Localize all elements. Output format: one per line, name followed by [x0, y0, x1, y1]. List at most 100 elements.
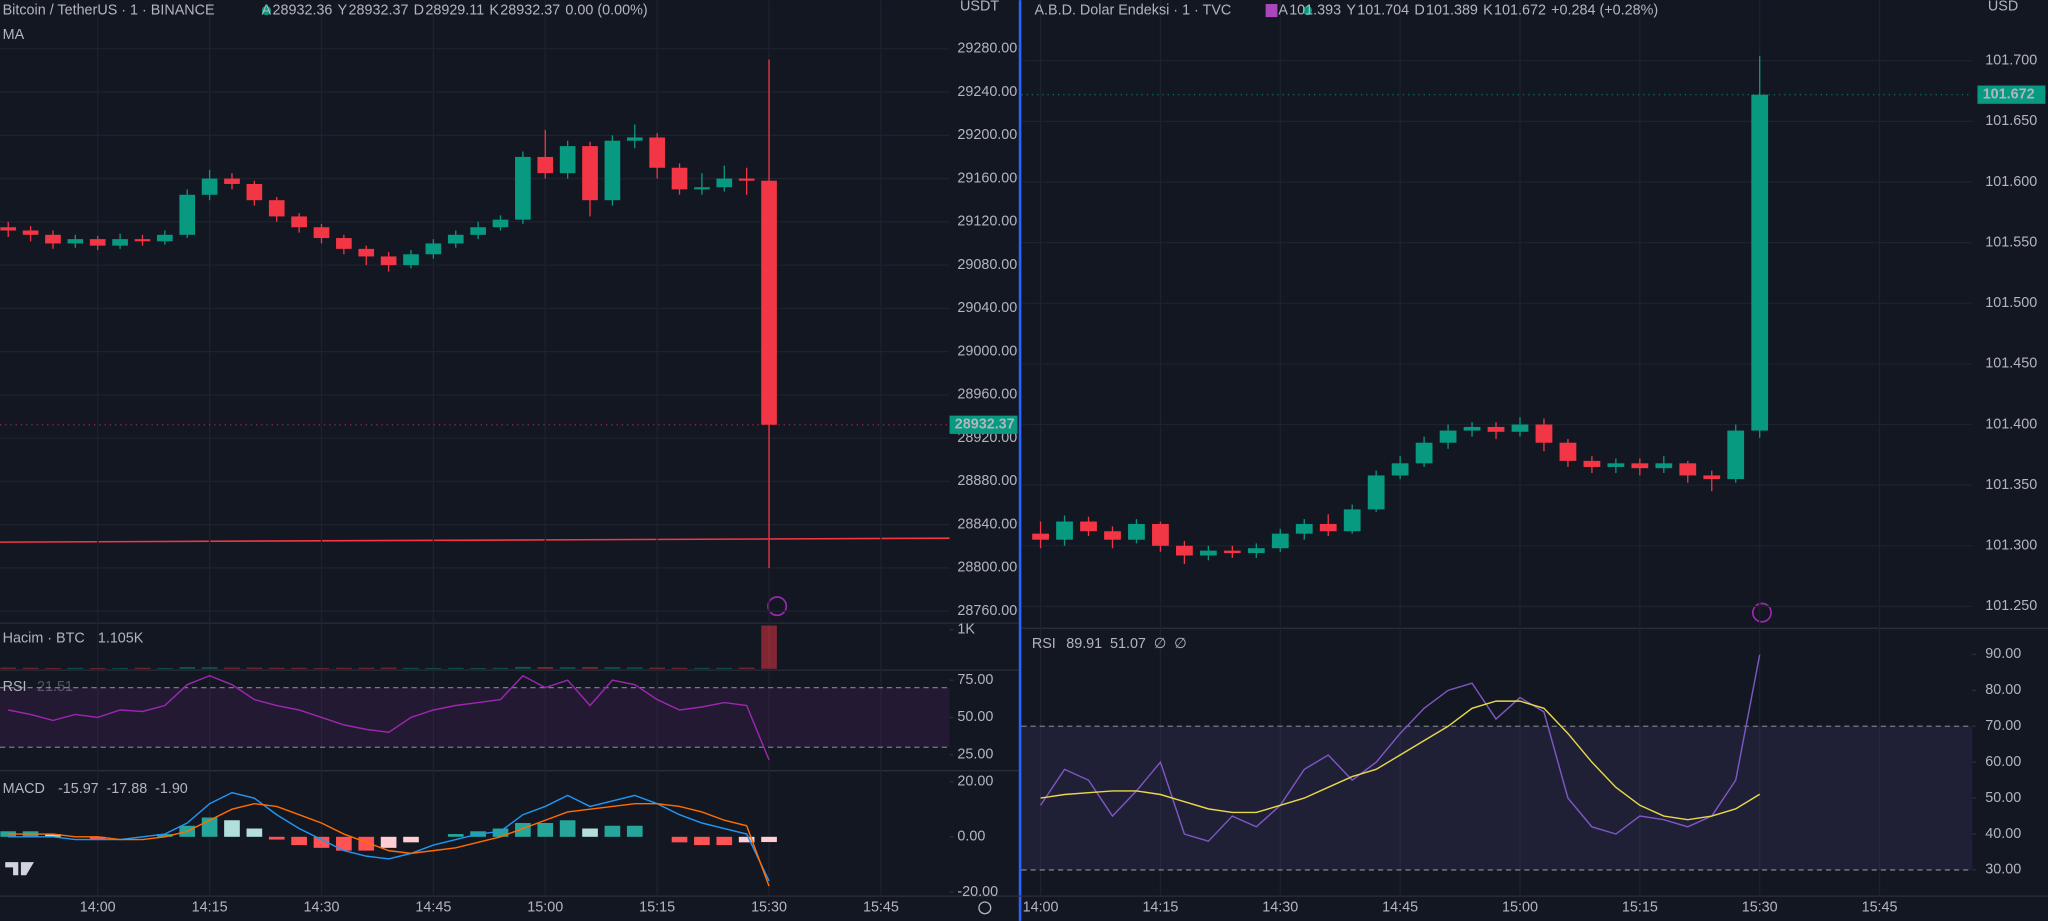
last-price-badge [1977, 85, 2046, 104]
candle-body [1727, 430, 1745, 480]
y-tick-label: 28760.00 [957, 603, 1017, 619]
volume-bar [224, 667, 240, 669]
candle-body [1295, 523, 1313, 534]
candle-body [291, 216, 307, 228]
y-tick-label: 101.550 [1985, 234, 2037, 250]
histogram-bar [246, 828, 263, 837]
candle-body [224, 178, 240, 184]
volume-bar [112, 668, 128, 669]
histogram-bar [492, 828, 509, 837]
macd-line [8, 791, 770, 882]
y-tick-label: 28920.00 [957, 430, 1017, 446]
histogram-bar [291, 836, 307, 846]
candle-body [246, 183, 263, 201]
histogram-bar [761, 836, 777, 843]
rsi-line [1040, 700, 1761, 821]
histogram-bar [671, 836, 688, 843]
candle-body [1199, 550, 1217, 556]
candle-body [134, 239, 151, 242]
volume-bar [403, 667, 419, 669]
y-tick-label: 1K [957, 621, 975, 637]
ohlc-key: K [489, 2, 499, 18]
candle-body [201, 178, 218, 195]
y-tick-label: 101.250 [1985, 598, 2037, 614]
y-tick-label: 28800.00 [957, 560, 1017, 576]
macd-line [8, 802, 770, 887]
candle-body [1703, 475, 1721, 480]
y-tick-label: 28880.00 [957, 473, 1017, 489]
candle-body [537, 156, 554, 174]
y-tick-label: 29120.00 [957, 214, 1017, 230]
candle-body [1487, 426, 1505, 432]
x-tick-label: 15:30 [751, 900, 787, 916]
y-tick-label: 28840.00 [957, 516, 1017, 532]
rsi-band [0, 687, 950, 748]
ohlc-key: A [1278, 2, 1288, 18]
header-value: 21.51 [37, 679, 73, 695]
y-tick-label: 29280.00 [957, 41, 1017, 57]
candle-body [22, 230, 39, 235]
candle-body [1247, 548, 1265, 554]
ohlc-value: 28932.37 [349, 2, 409, 18]
histogram-bar [403, 836, 419, 843]
y-tick-label: 75.00 [957, 672, 993, 688]
histogram-bar [336, 836, 352, 851]
candle-body [380, 256, 397, 266]
candle-body [313, 227, 330, 239]
event-icon[interactable] [767, 596, 788, 617]
histogram-bar [89, 836, 106, 840]
ohlc-value: 101.393 [1289, 2, 1341, 18]
ohlc-value: 28929.11 [425, 2, 484, 18]
volume-bar [582, 667, 598, 669]
volume-bar [157, 668, 173, 669]
candle-body [1128, 523, 1145, 540]
pane-title: Hacim · BTC [3, 631, 85, 647]
volume-bar [537, 667, 554, 669]
rsi-line [1039, 654, 1761, 843]
y-tick-label: 20.00 [957, 773, 993, 789]
settings-icon[interactable] [978, 901, 992, 915]
volume-bar [559, 667, 576, 669]
candle-body [1104, 531, 1121, 540]
candle-body [694, 187, 710, 190]
volume-bar [45, 668, 61, 669]
y-tick-label: 40.00 [1985, 826, 2021, 842]
pane-title: MACD [3, 781, 45, 797]
candle-body [470, 227, 486, 235]
ohlc-value: 101.672 [1494, 2, 1546, 18]
status-dot [1302, 5, 1312, 16]
volume-bar [492, 667, 509, 669]
volume-bar [246, 667, 263, 669]
volume-bar [358, 667, 375, 669]
x-tick-label: 14:45 [1382, 900, 1418, 916]
y-tick-label: 101.300 [1985, 538, 2037, 554]
last-price-badge [949, 415, 1018, 434]
candle-body [358, 248, 375, 257]
event-icon[interactable] [1751, 602, 1772, 623]
logo[interactable] [5, 862, 34, 876]
candle-body [604, 140, 621, 201]
candle-body [1319, 523, 1337, 532]
histogram-bar [380, 836, 397, 848]
volume-bar [89, 668, 106, 669]
x-tick-label: 14:15 [1142, 900, 1178, 916]
histogram-bar [604, 825, 621, 837]
histogram-bar [537, 823, 554, 837]
candle-body [1343, 509, 1361, 532]
volume-bar [0, 667, 17, 669]
candle-body [1271, 533, 1289, 549]
ohlc-key: D [414, 2, 424, 18]
x-tick-label: 14:30 [304, 900, 340, 916]
candle-body [1655, 463, 1673, 469]
ohlc-value: 28932.36 [273, 2, 333, 18]
rsi-band [1021, 726, 1973, 870]
header-value: ∅ [1174, 636, 1187, 652]
volume-bar [134, 667, 151, 669]
candle-body [1679, 463, 1697, 476]
volume-bar [336, 667, 352, 669]
volume-bar [694, 667, 710, 669]
volume-bar [291, 667, 307, 669]
y-tick-label: 80.00 [1985, 682, 2021, 698]
